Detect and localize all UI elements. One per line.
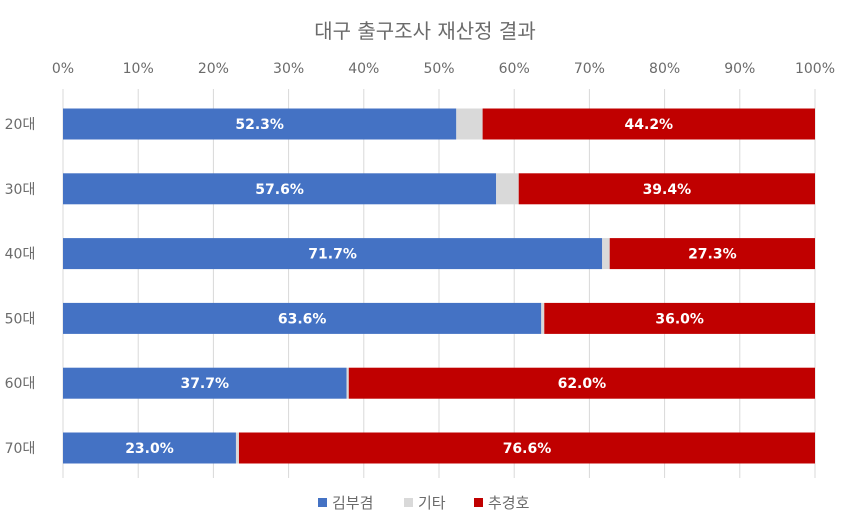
bar-0-0: [63, 108, 457, 140]
x-tick-label-1: 10%: [123, 61, 154, 77]
bar-2-0: [482, 108, 815, 140]
legend-swatch-2: [474, 498, 483, 507]
bar-1-0: [456, 108, 483, 140]
data-label-0-1: 57.6%: [255, 182, 304, 198]
legend-swatch-1: [404, 498, 413, 507]
bar-1-3: [541, 302, 545, 334]
data-labels: 52.3% 44.2% 57.6% 39.4% 71.7% 27.3% 63.6% 36.0%…: [125, 117, 736, 457]
legend-swatch-0: [318, 498, 327, 507]
bar-0-3: [63, 302, 542, 334]
bar-2-1: [518, 173, 815, 205]
data-label-0-3: 63.6%: [278, 311, 327, 327]
grid-layer: [62, 89, 816, 478]
legend: 김부겸 기타 추경호: [318, 494, 530, 512]
data-label-2-4: 62.0%: [558, 376, 607, 392]
data-label-2-1: 39.4%: [643, 182, 692, 198]
category-label-4: 60대: [5, 376, 36, 392]
legend-label-1: 기타: [418, 494, 446, 512]
data-label-0-2: 71.7%: [308, 247, 357, 263]
bar-1-2: [602, 238, 610, 270]
x-axis-tick-labels: 0% 10% 20% 30% 40% 50% 60% 70% 80% 90% 100%: [52, 61, 835, 77]
bar-1-5: [235, 432, 239, 464]
category-label-2: 40대: [5, 247, 36, 263]
x-tick-label-2: 20%: [198, 61, 229, 77]
x-tick-label-8: 80%: [649, 61, 680, 77]
x-tick-label-7: 70%: [574, 61, 605, 77]
category-labels: 20대 30대 40대 50대 60대 70대: [5, 117, 36, 457]
bar-2-3: [544, 302, 815, 334]
bar-0-5: [63, 432, 236, 464]
x-tick-label-6: 60%: [499, 61, 530, 77]
bar-0-2: [63, 238, 603, 270]
legend-label-2: 추경호: [488, 494, 530, 512]
x-tick-label-9: 90%: [724, 61, 755, 77]
bar-layer: [63, 108, 815, 464]
x-tick-label-0: 0%: [52, 61, 74, 77]
x-tick-label-10: 100%: [795, 61, 835, 77]
category-label-3: 50대: [5, 311, 36, 327]
bar-2-2: [609, 238, 815, 270]
data-label-2-0: 44.2%: [625, 117, 674, 133]
data-label-2-3: 36.0%: [655, 311, 704, 327]
data-label-0-0: 52.3%: [235, 117, 284, 133]
bar-1-4: [346, 367, 349, 399]
chart-title: 대구 출구조사 재산정 결과: [314, 19, 535, 43]
bar-0-4: [63, 367, 347, 399]
x-tick-label-3: 30%: [273, 61, 304, 77]
legend-label-0: 김부겸: [332, 494, 373, 512]
x-tick-label-4: 40%: [348, 61, 379, 77]
category-label-5: 70대: [5, 441, 36, 457]
x-tick-label-5: 50%: [423, 61, 454, 77]
bar-1-1: [496, 173, 519, 205]
bar-2-5: [238, 432, 815, 464]
data-label-0-4: 37.7%: [180, 376, 229, 392]
data-label-2-2: 27.3%: [688, 247, 737, 263]
data-label-2-5: 76.6%: [503, 441, 552, 457]
bar-0-1: [63, 173, 497, 205]
category-label-0: 20대: [5, 117, 36, 133]
bar-2-4: [348, 367, 815, 399]
category-label-1: 30대: [5, 182, 36, 198]
data-label-0-5: 23.0%: [125, 441, 174, 457]
